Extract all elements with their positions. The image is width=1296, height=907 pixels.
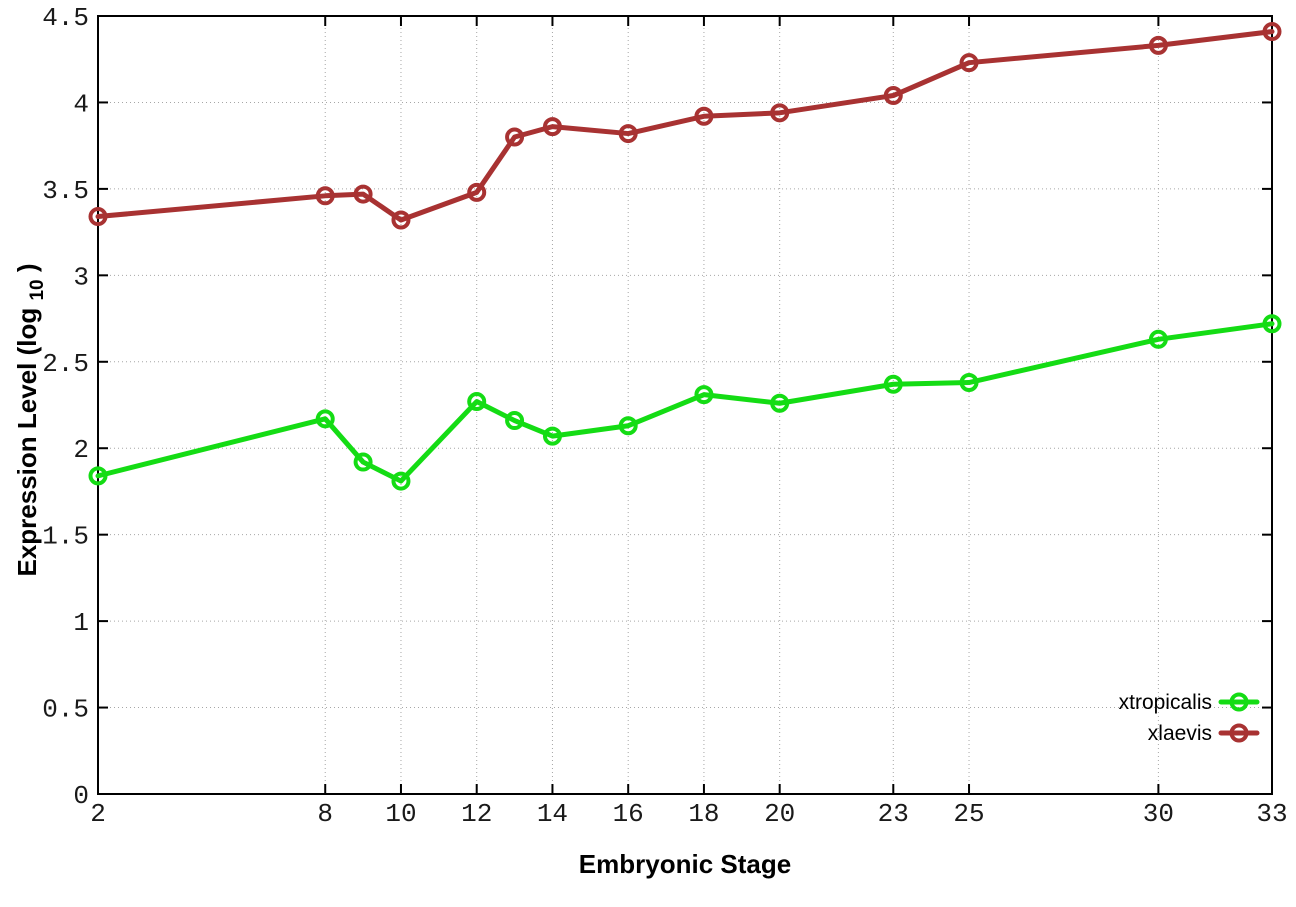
series-point-xtropicalis: [542, 426, 562, 446]
x-tick-label: 20: [764, 799, 795, 829]
y-tick-label: 3.5: [42, 176, 89, 206]
y-tick-label: 0.5: [42, 695, 89, 725]
series-point-xlaevis: [694, 106, 714, 126]
y-axis-title-close: ): [12, 263, 42, 272]
series-point-xlaevis: [770, 103, 790, 123]
series-point-xtropicalis: [1148, 329, 1168, 349]
x-tick-label: 8: [317, 799, 333, 829]
series-point-xtropicalis: [391, 471, 411, 491]
legend-sample-marker-xtropicalis: [1229, 692, 1249, 712]
series-point-xtropicalis: [618, 416, 638, 436]
series-point-xlaevis: [88, 207, 108, 227]
series-point-xtropicalis: [959, 373, 979, 393]
series-point-xtropicalis: [505, 411, 525, 431]
series-point-xlaevis: [505, 127, 525, 147]
x-tick-label: 30: [1143, 799, 1174, 829]
y-tick-label: 4: [73, 89, 89, 119]
series-point-xtropicalis: [467, 392, 487, 412]
x-tick-label: 2: [90, 799, 106, 829]
x-tick-label: 16: [613, 799, 644, 829]
y-tick-label: 4.5: [42, 3, 89, 33]
series-point-xlaevis: [883, 86, 903, 106]
series-point-xlaevis: [391, 210, 411, 230]
series-point-xlaevis: [1262, 22, 1282, 42]
x-tick-label: 33: [1256, 799, 1287, 829]
y-tick-label: 1: [73, 608, 89, 638]
series-point-xlaevis: [959, 53, 979, 73]
plot-border: [97, 15, 1273, 795]
series-point-xtropicalis: [1262, 314, 1282, 334]
x-tick-label: 10: [385, 799, 416, 829]
legend-sample-marker-xlaevis: [1229, 723, 1249, 743]
series-point-xlaevis: [618, 124, 638, 144]
y-tick-label: 2: [73, 435, 89, 465]
y-axis-title-main: Expression Level (log: [12, 308, 42, 577]
y-tick-label: 0: [73, 781, 89, 811]
series-point-xlaevis: [542, 117, 562, 137]
series-point-xtropicalis: [353, 452, 373, 472]
series-point-xlaevis: [467, 182, 487, 202]
x-axis-title: Embryonic Stage: [579, 849, 791, 879]
series-line-xtropicalis: [95, 321, 1275, 484]
y-tick-label: 1.5: [42, 522, 89, 552]
legend-label-xlaevis: xlaevis: [1148, 722, 1212, 745]
legend-label-xtropicalis: xtropicalis: [1119, 691, 1212, 714]
chart-content: 2 8 10 12 14 16 18 20 23 25 30 33 0 0.5 1 1.5 2 2.5 3 3.5 4 4…: [42, 3, 1287, 829]
x-tick-label: 25: [953, 799, 984, 829]
series-point-xtropicalis: [694, 385, 714, 405]
series-point-xtropicalis: [883, 374, 903, 394]
x-tick-label: 12: [461, 799, 492, 829]
y-tick-label: 2.5: [42, 349, 89, 379]
x-tick-label: 14: [537, 799, 568, 829]
y-tick-label: 3: [73, 262, 89, 292]
y-axis-title: Expression Level (log 10 ): [12, 263, 49, 576]
series-point-xlaevis: [353, 184, 373, 204]
series-point-xtropicalis: [315, 409, 335, 429]
series-line-xlaevis: [95, 29, 1275, 223]
series-point-xtropicalis: [770, 393, 790, 413]
series-point-xlaevis: [1148, 35, 1168, 55]
x-tick-label: 23: [878, 799, 909, 829]
x-tick-label: 18: [688, 799, 719, 829]
y-axis-title-subscript: 10: [27, 279, 48, 300]
series-point-xtropicalis: [88, 466, 108, 486]
series-point-xlaevis: [315, 186, 335, 206]
